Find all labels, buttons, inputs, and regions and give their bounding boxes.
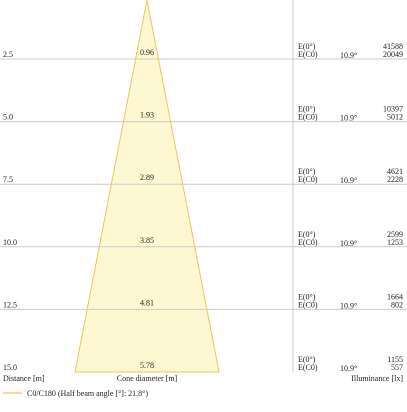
e0-label: E(0°)	[298, 105, 316, 114]
e0-label: E(0°)	[298, 292, 316, 301]
distance: 10.0	[3, 238, 17, 247]
e0-label: E(0°)	[298, 167, 316, 176]
e0-label: E(0°)	[298, 42, 316, 51]
distance: 7.5	[3, 175, 13, 184]
illuminance-header: Illuminance [lx]	[351, 374, 403, 383]
ec0-value: 802	[391, 300, 403, 309]
diameter: 5.78	[140, 361, 154, 370]
e0-value: 10397	[383, 105, 403, 114]
ec0-label: E(C0)	[298, 238, 318, 247]
distance: 15.0	[3, 363, 17, 372]
ec0-value: 5012	[387, 113, 403, 122]
ec0-value: 557	[391, 363, 403, 372]
distance-header: Distance [m]	[3, 374, 45, 383]
e0-label: E(0°)	[298, 230, 316, 239]
ec0-value: 20049	[383, 50, 403, 59]
ec0-label: E(C0)	[298, 50, 318, 59]
ec0-label: E(C0)	[298, 175, 318, 184]
ec0-value: 2228	[387, 175, 403, 184]
e0-label: E(0°)	[298, 355, 316, 364]
diameter: 0.96	[140, 48, 154, 57]
angle: 10.9°	[340, 301, 357, 310]
diameter: 1.93	[140, 111, 154, 120]
e0-value: 1155	[387, 355, 403, 364]
e0-value: 2599	[387, 230, 403, 239]
angle: 10.9°	[340, 239, 357, 248]
angle: 10.9°	[340, 364, 357, 373]
diameter: 2.89	[140, 173, 154, 182]
e0-value: 4621	[387, 167, 403, 176]
ec0-label: E(C0)	[298, 363, 318, 372]
diameter: 3.85	[140, 236, 154, 245]
legend-text: C0/C180 (Half beam angle [°]: 21.8°)	[27, 389, 148, 398]
e0-value: 41588	[383, 42, 403, 51]
distance: 5.0	[3, 113, 13, 122]
angle: 10.9°	[340, 114, 357, 123]
ec0-label: E(C0)	[298, 113, 318, 122]
e0-value: 1664	[387, 292, 403, 301]
distance: 2.5	[3, 50, 13, 59]
cone-header: Cone diameter [m]	[117, 374, 178, 383]
ec0-label: E(C0)	[298, 300, 318, 309]
ec0-value: 1253	[387, 238, 403, 247]
angle: 10.9°	[340, 176, 357, 185]
light-cone	[74, 0, 220, 373]
distance: 12.5	[3, 300, 17, 309]
diameter: 4.81	[140, 298, 154, 307]
angle: 10.9°	[340, 51, 357, 60]
